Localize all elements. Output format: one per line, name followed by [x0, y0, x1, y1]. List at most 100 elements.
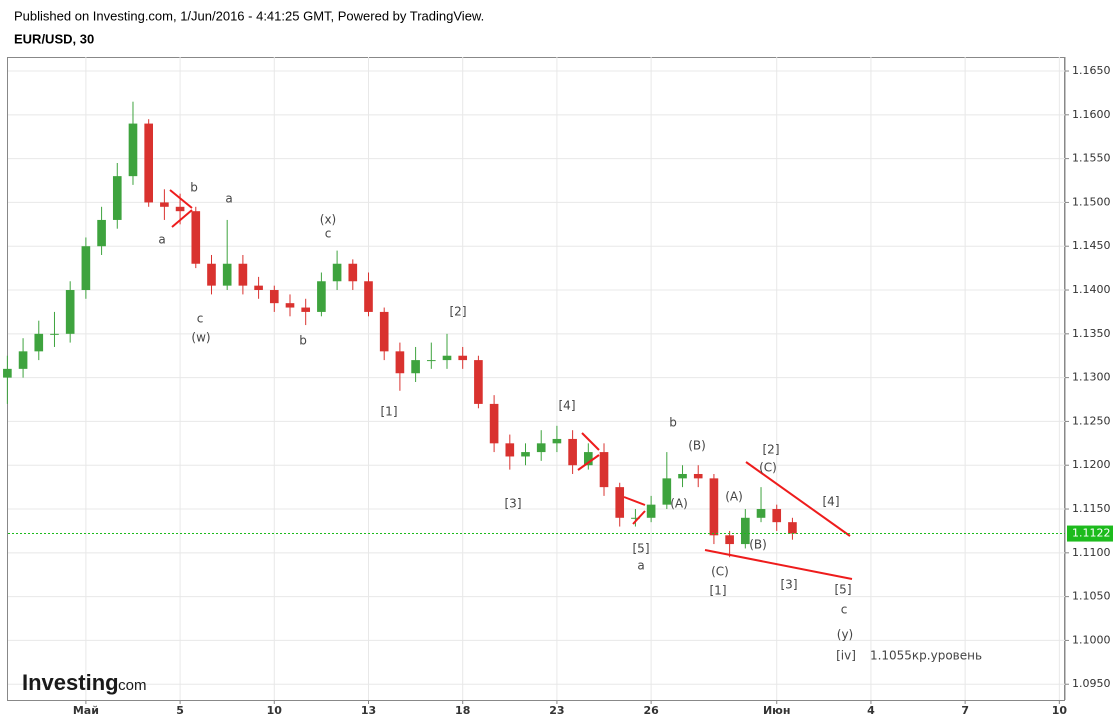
y-tick-label: 1.1250: [1072, 414, 1111, 427]
x-tick-label: 7: [961, 704, 969, 717]
wave-label: [2]: [763, 443, 780, 457]
candle-body: [395, 351, 405, 374]
candle-body: [269, 290, 279, 304]
wave-label: (B): [749, 538, 767, 552]
wave-label: [4]: [823, 495, 840, 509]
candle-body: [599, 452, 609, 488]
candle-body: [426, 360, 436, 362]
candles: [3, 101, 797, 558]
x-tick-label: Июн: [763, 704, 791, 717]
candle-body: [693, 473, 703, 479]
x-tick-label: Май: [73, 704, 99, 717]
candle-body: [521, 452, 530, 457]
candle-body: [128, 123, 138, 177]
wave-label: (C): [759, 461, 777, 475]
y-tick-label: 1.1100: [1072, 546, 1111, 559]
x-tick-label: 13: [361, 704, 376, 717]
candle-body: [18, 351, 28, 369]
candle-body: [646, 504, 656, 518]
candle-body: [662, 478, 672, 505]
candle-body: [411, 360, 420, 374]
wave-label: a: [158, 233, 165, 247]
candle-body: [756, 509, 766, 518]
candle-body: [458, 355, 468, 361]
candle-body: [81, 246, 91, 291]
y-tick-label: 1.1300: [1072, 371, 1111, 384]
wave-lines: [169, 189, 853, 580]
candle-body: [678, 473, 687, 479]
wave-label: a: [225, 192, 232, 206]
x-tick-label: 5: [176, 704, 184, 717]
candle-body: [442, 355, 452, 361]
x-tick-label: 10: [1052, 704, 1068, 717]
candle-body: [191, 211, 201, 264]
wave-label: [iv]: [836, 649, 856, 663]
candle-body: [34, 333, 44, 352]
candle-body: [505, 443, 515, 457]
candle-body: [709, 478, 719, 536]
candle-body: [725, 535, 734, 545]
wave-label: (x): [320, 213, 336, 227]
trend-line: [632, 510, 646, 525]
trend-line: [171, 209, 193, 228]
candle-body: [788, 522, 797, 534]
brand: Investing: [22, 670, 119, 695]
wave-label: (C): [711, 565, 729, 579]
candle-body: [348, 263, 358, 282]
x-tick-label: 4: [867, 704, 875, 717]
candle-body: [254, 285, 263, 291]
trend-line: [623, 496, 646, 506]
candle-body: [144, 123, 153, 203]
wave-label: b: [669, 416, 677, 430]
candle-body: [175, 206, 185, 212]
wave-label: b: [299, 334, 307, 348]
y-tick-label: 1.1450: [1072, 239, 1111, 252]
trend-line: [577, 454, 600, 471]
x-tick-label: 10: [267, 704, 283, 717]
grid: [8, 57, 1065, 700]
wave-label: a: [637, 559, 644, 573]
y-tick-label: 1.1050: [1072, 590, 1111, 603]
wave-label: c: [197, 312, 204, 326]
candle-body: [536, 443, 546, 453]
candle-body: [112, 176, 122, 220]
candle-body: [222, 263, 232, 286]
wave-label: [3]: [505, 497, 522, 511]
published-note: Published on Investing.com, 1/Jun/2016 -…: [14, 8, 484, 23]
candle-body: [207, 263, 216, 286]
candle-body: [160, 202, 169, 207]
symbol: EUR/USD, 30: [14, 31, 94, 46]
wave-label: [1]: [710, 584, 727, 598]
y-tick-label: 1.1000: [1072, 633, 1111, 646]
candle-body: [332, 263, 342, 282]
candle-body: [238, 263, 248, 286]
candle-body: [285, 303, 295, 308]
x-tick-label: 23: [549, 704, 564, 717]
last-price-label: 1.1122: [1072, 527, 1111, 540]
candle-body: [379, 311, 389, 352]
y-tick-label: 1.1550: [1072, 152, 1111, 165]
wave-label: 1.1055кр.уровень: [870, 649, 982, 663]
wave-label: (B): [688, 439, 706, 453]
y-tick-label: 1.1350: [1072, 327, 1111, 340]
candle-body: [474, 360, 483, 404]
candle-body: [568, 438, 577, 466]
y-tick-label: 1.1200: [1072, 458, 1111, 471]
candle-body: [583, 452, 593, 466]
candle-body: [489, 403, 499, 444]
wave-label: c: [841, 603, 848, 617]
wave-label: [5]: [633, 542, 650, 556]
trend-line: [169, 189, 193, 209]
candle-body: [301, 307, 311, 312]
wave-label: [2]: [450, 305, 467, 319]
candle-body: [50, 333, 59, 335]
wave-label: [1]: [381, 405, 398, 419]
trend-line: [704, 549, 853, 580]
y-tick-label: 1.1650: [1072, 64, 1111, 77]
candle-body: [3, 368, 12, 378]
brand-suffix: .com: [114, 677, 147, 694]
watermark: Investing .com: [22, 670, 147, 695]
plot-frame: [7, 57, 1065, 701]
candle-body: [65, 290, 75, 334]
